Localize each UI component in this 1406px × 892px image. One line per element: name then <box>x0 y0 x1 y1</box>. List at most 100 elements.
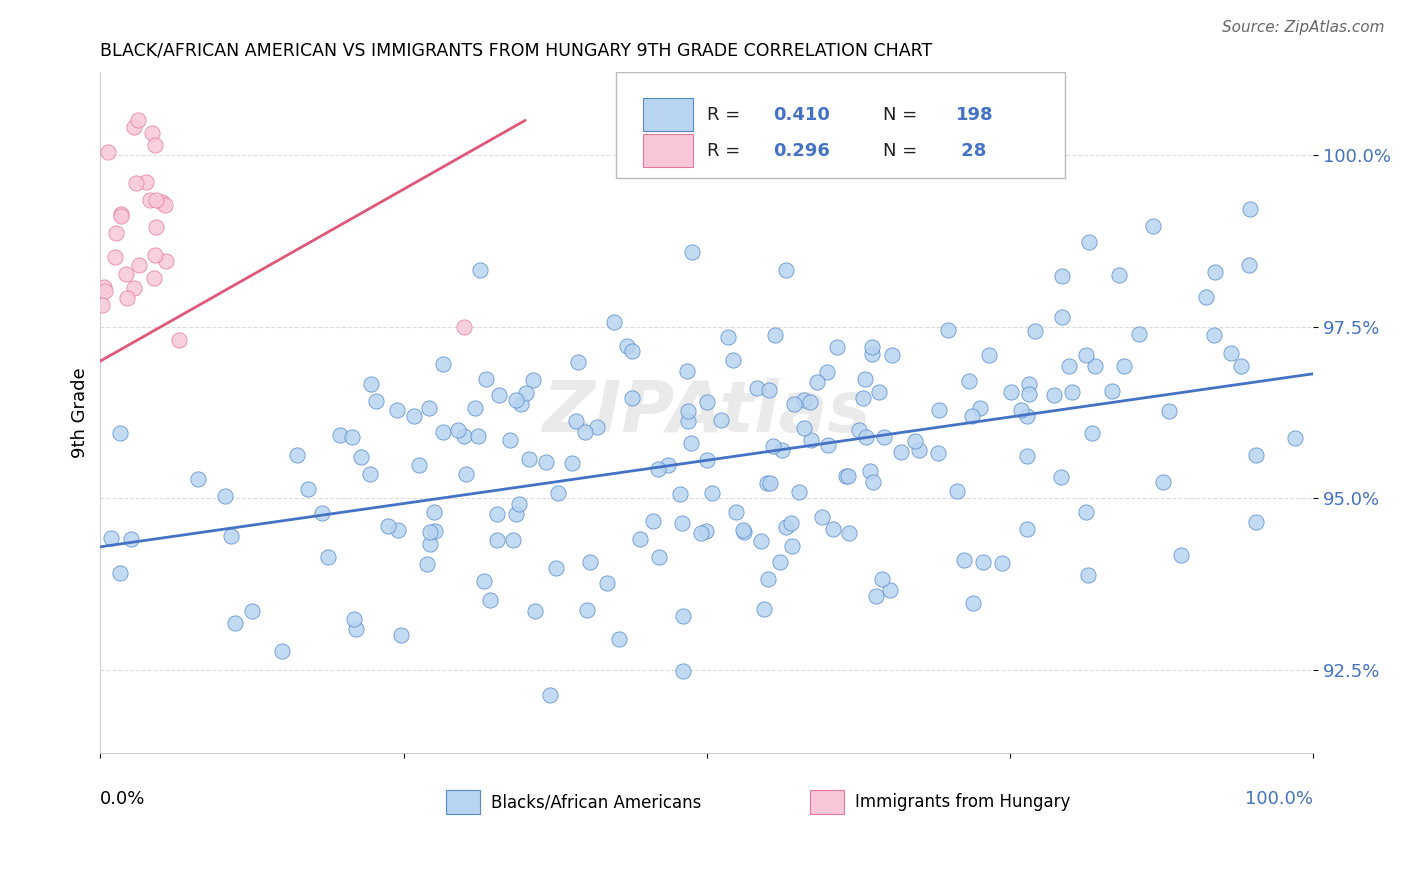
Text: BLACK/AFRICAN AMERICAN VS IMMIGRANTS FROM HUNGARY 9TH GRADE CORRELATION CHART: BLACK/AFRICAN AMERICAN VS IMMIGRANTS FRO… <box>100 42 932 60</box>
Point <box>128 258 150 272</box>
Point <box>763 328 786 343</box>
Point <box>485 508 508 522</box>
Point <box>1108 268 1130 282</box>
Point <box>1049 470 1071 484</box>
Point <box>752 602 775 616</box>
Point <box>927 446 949 460</box>
Point <box>957 374 980 388</box>
Point <box>125 176 148 190</box>
Point <box>838 525 860 540</box>
Point <box>1239 202 1261 217</box>
Point <box>782 397 804 411</box>
Point <box>780 539 803 553</box>
Text: Source: ZipAtlas.com: Source: ZipAtlas.com <box>1222 20 1385 35</box>
Point <box>689 525 711 540</box>
Point <box>1142 219 1164 233</box>
Point <box>928 402 950 417</box>
Point <box>1084 359 1107 373</box>
Point <box>122 281 145 295</box>
Point <box>868 385 890 400</box>
Point <box>628 532 651 546</box>
Point <box>702 485 724 500</box>
Point <box>756 475 779 490</box>
Point <box>620 391 643 405</box>
Point <box>517 452 540 467</box>
Point <box>602 315 624 329</box>
Point <box>1081 425 1104 440</box>
Point <box>453 319 475 334</box>
Point <box>91 298 114 312</box>
Point <box>855 372 877 386</box>
Point <box>855 430 877 444</box>
Point <box>1101 384 1123 398</box>
Point <box>616 338 638 352</box>
Point <box>1077 568 1099 582</box>
Point <box>1239 258 1261 272</box>
Point <box>681 245 703 260</box>
Point <box>747 381 769 395</box>
Point <box>419 524 441 539</box>
Point <box>1112 359 1135 374</box>
Text: R =: R = <box>707 142 745 160</box>
Point <box>534 455 557 469</box>
Point <box>793 421 815 435</box>
Point <box>1010 402 1032 417</box>
Text: R =: R = <box>707 105 745 124</box>
Point <box>467 428 489 442</box>
Point <box>800 433 823 447</box>
Text: Immigrants from Hungary: Immigrants from Hungary <box>855 793 1070 811</box>
Point <box>607 632 630 646</box>
Point <box>1157 403 1180 417</box>
Point <box>779 516 801 530</box>
Point <box>488 388 510 402</box>
Point <box>515 386 537 401</box>
Point <box>329 427 352 442</box>
Point <box>470 262 492 277</box>
Point <box>547 485 569 500</box>
Point <box>671 609 693 624</box>
Point <box>1195 290 1218 304</box>
Point <box>859 464 882 478</box>
Point <box>1017 523 1039 537</box>
Point <box>676 404 699 418</box>
Point <box>360 376 382 391</box>
Point <box>505 507 527 521</box>
Point <box>724 505 747 519</box>
Point <box>1050 310 1073 324</box>
Point <box>848 423 870 437</box>
Point <box>505 393 527 408</box>
Point <box>787 485 810 500</box>
Point <box>115 267 138 281</box>
Point <box>679 435 702 450</box>
Point <box>110 207 132 221</box>
Point <box>141 126 163 140</box>
Point <box>576 603 599 617</box>
Point <box>214 489 236 503</box>
Point <box>502 533 524 547</box>
Text: 0.0%: 0.0% <box>100 790 146 808</box>
Point <box>1244 515 1267 529</box>
Point <box>1204 265 1226 279</box>
Point <box>793 393 815 408</box>
Point <box>105 227 128 241</box>
Point <box>522 373 544 387</box>
Point <box>1229 359 1251 374</box>
Text: N =: N = <box>883 105 922 124</box>
Point <box>710 412 733 426</box>
Point <box>423 505 446 519</box>
Point <box>187 471 209 485</box>
Point <box>544 561 567 575</box>
Point <box>991 556 1014 570</box>
Point <box>285 448 308 462</box>
Point <box>364 393 387 408</box>
Point <box>432 357 454 371</box>
Point <box>1220 345 1243 359</box>
Point <box>100 531 122 545</box>
Point <box>1043 387 1066 401</box>
FancyBboxPatch shape <box>446 790 479 814</box>
Point <box>387 524 409 538</box>
Point <box>676 364 699 378</box>
Point <box>620 343 643 358</box>
Point <box>1152 475 1174 489</box>
Point <box>104 251 127 265</box>
